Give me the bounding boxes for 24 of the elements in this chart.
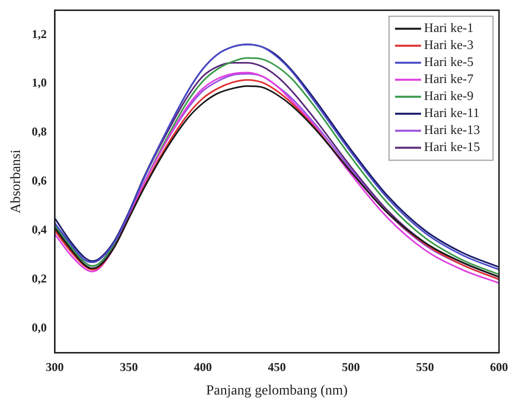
legend-label: Hari ke-3 [424,37,474,52]
x-tick-label: 500 [342,360,360,374]
y-tick-label: 0,2 [32,271,47,286]
legend-label: Hari ke-15 [424,139,480,154]
legend-label: Hari ke-11 [424,105,480,120]
x-tick-label: 300 [46,360,64,374]
x-axis-title: Panjang gelombang (nm) [206,383,348,398]
y-tick-label: 0,0 [32,320,47,334]
y-tick-label: 1,2 [32,26,47,41]
x-tick-label: 600 [490,360,508,374]
legend-label: Hari ke-13 [424,122,480,138]
x-tick-label: 450 [268,360,286,374]
legend-label: Hari ke-1 [424,20,474,36]
y-axis-title: Absorbansi [9,150,24,214]
x-tick-label: 400 [194,360,212,374]
legend-label: Hari ke-5 [424,54,474,70]
y-tick-label: 0,6 [32,174,47,188]
legend-label: Hari ke-7 [424,71,474,86]
y-tick-label: 0,4 [32,222,47,237]
y-tick-label: 1,0 [32,76,47,90]
x-tick-label: 550 [416,360,434,374]
x-tick-label: 350 [120,360,138,374]
legend-label: Hari ke-9 [424,88,474,104]
y-tick-label: 0,8 [32,124,47,139]
